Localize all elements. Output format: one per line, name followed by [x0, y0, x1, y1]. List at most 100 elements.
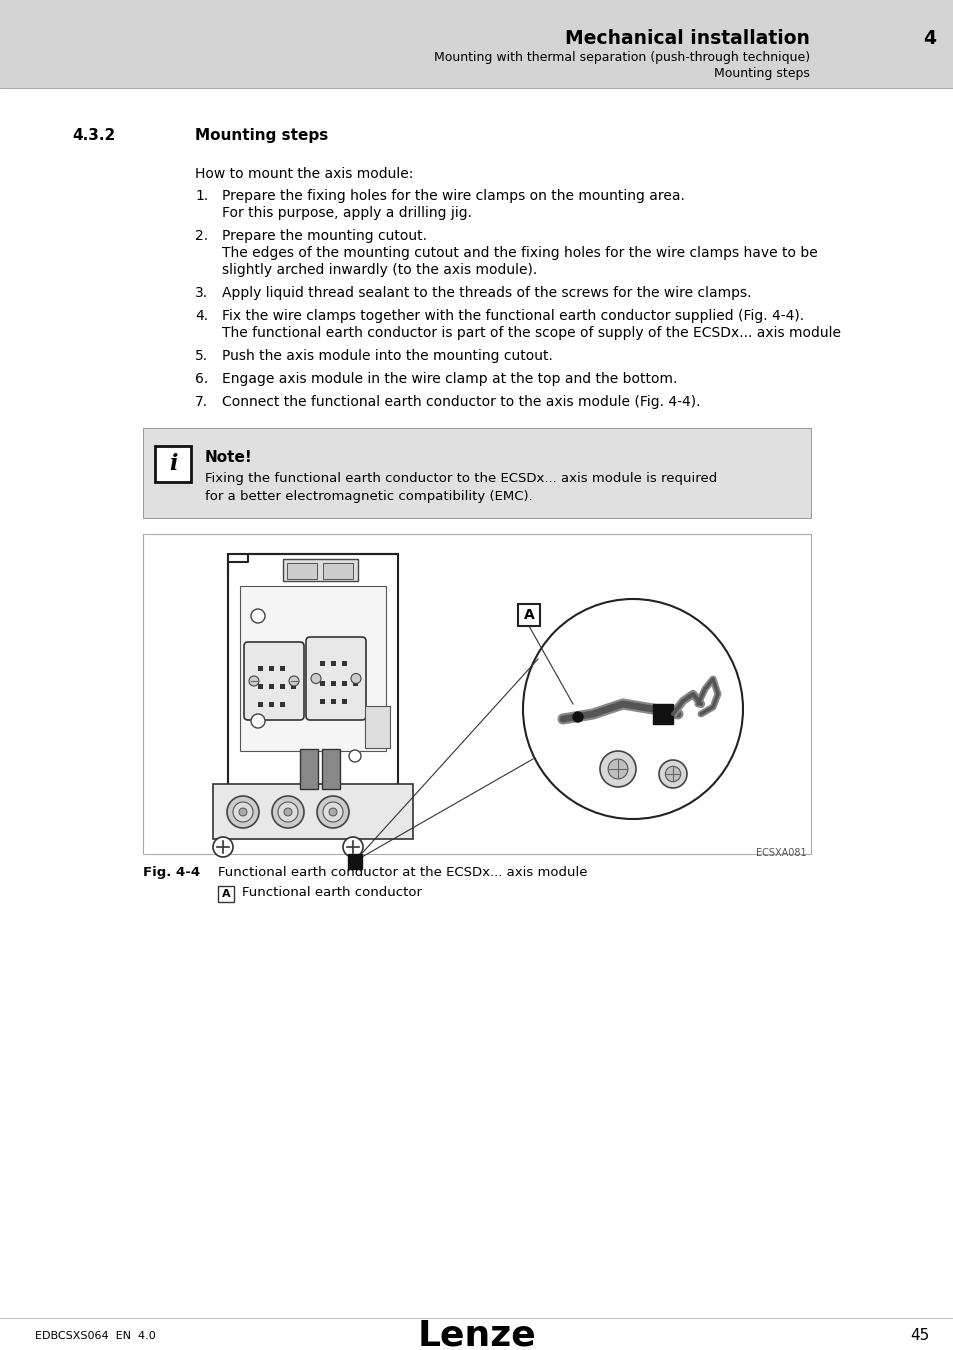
Text: Functional earth conductor at the ECSDx... axis module: Functional earth conductor at the ECSDx.…	[218, 865, 587, 879]
Circle shape	[251, 609, 265, 622]
Bar	[143, 428, 810, 518]
Bar	[331, 680, 335, 686]
Bar	[269, 684, 274, 688]
Text: 45: 45	[909, 1328, 928, 1343]
Bar	[319, 680, 325, 686]
Bar	[365, 706, 390, 748]
Text: i: i	[169, 454, 177, 475]
Text: Mounting steps: Mounting steps	[714, 68, 809, 81]
Circle shape	[249, 676, 258, 686]
Circle shape	[277, 802, 297, 822]
Bar	[341, 662, 347, 666]
Circle shape	[573, 711, 582, 722]
Circle shape	[251, 714, 265, 728]
Bar	[269, 666, 274, 671]
Bar	[322, 749, 339, 788]
Text: Engage axis module in the wire clamp at the top and the bottom.: Engage axis module in the wire clamp at …	[222, 373, 677, 386]
Bar	[652, 703, 672, 724]
Circle shape	[599, 751, 636, 787]
Text: For this purpose, apply a drilling jig.: For this purpose, apply a drilling jig.	[222, 207, 472, 220]
Bar	[257, 684, 263, 688]
Text: 6.: 6.	[194, 373, 208, 386]
Text: Apply liquid thread sealant to the threads of the screws for the wire clamps.: Apply liquid thread sealant to the threa…	[222, 286, 751, 300]
Bar	[280, 666, 285, 671]
Circle shape	[323, 802, 343, 822]
Circle shape	[239, 809, 247, 815]
Text: A: A	[523, 608, 534, 622]
Bar	[341, 680, 347, 686]
Text: Prepare the mounting cutout.: Prepare the mounting cutout.	[222, 230, 427, 243]
Text: 4.3.2: 4.3.2	[71, 128, 115, 143]
FancyBboxPatch shape	[306, 637, 366, 720]
Circle shape	[607, 759, 627, 779]
Bar	[331, 662, 335, 666]
Text: Prepare the fixing holes for the wire clamps on the mounting area.: Prepare the fixing holes for the wire cl…	[222, 189, 684, 202]
Text: for a better electromagnetic compatibility (EMC).: for a better electromagnetic compatibili…	[205, 490, 532, 504]
Text: Fig. 4-4: Fig. 4-4	[143, 865, 200, 879]
Bar	[269, 702, 274, 707]
Text: EDBCSXS064  EN  4.0: EDBCSXS064 EN 4.0	[35, 1331, 155, 1341]
Text: Push the axis module into the mounting cutout.: Push the axis module into the mounting c…	[222, 350, 553, 363]
Bar	[291, 684, 295, 688]
Circle shape	[343, 837, 363, 857]
Text: Functional earth conductor: Functional earth conductor	[242, 886, 421, 899]
Bar	[348, 855, 361, 869]
Text: 1.: 1.	[194, 189, 208, 202]
Bar	[213, 784, 413, 838]
Circle shape	[351, 674, 360, 683]
Bar	[257, 666, 263, 671]
Text: slightly arched inwardly (to the axis module).: slightly arched inwardly (to the axis mo…	[222, 263, 537, 277]
Text: The functional earth conductor is part of the scope of supply of the ECSDx... ax: The functional earth conductor is part o…	[222, 325, 841, 340]
Bar	[280, 684, 285, 688]
Circle shape	[522, 599, 742, 819]
FancyBboxPatch shape	[244, 643, 304, 720]
Circle shape	[227, 796, 258, 828]
Bar	[280, 702, 285, 707]
Bar	[228, 554, 397, 822]
Text: 4.: 4.	[194, 309, 208, 323]
Text: Fix the wire clamps together with the functional earth conductor supplied (Fig. : Fix the wire clamps together with the fu…	[222, 309, 803, 323]
Bar	[154, 446, 191, 482]
Bar	[319, 699, 325, 703]
Circle shape	[233, 802, 253, 822]
Circle shape	[213, 837, 233, 857]
Text: 5.: 5.	[194, 350, 208, 363]
Bar	[287, 563, 316, 579]
Text: The edges of the mounting cutout and the fixing holes for the wire clamps have t: The edges of the mounting cutout and the…	[222, 246, 817, 261]
Circle shape	[272, 796, 304, 828]
Circle shape	[316, 796, 349, 828]
Circle shape	[329, 809, 336, 815]
Text: How to mount the axis module:: How to mount the axis module:	[194, 167, 413, 181]
Text: A: A	[221, 890, 230, 899]
Bar	[218, 886, 233, 902]
Text: Mounting steps: Mounting steps	[194, 128, 328, 143]
Text: Connect the functional earth conductor to the axis module (Fig. 4-4).: Connect the functional earth conductor t…	[222, 396, 700, 409]
Bar	[331, 699, 335, 703]
Circle shape	[349, 751, 360, 761]
Bar	[240, 586, 386, 751]
Text: ECSXA081: ECSXA081	[756, 848, 806, 859]
Circle shape	[289, 676, 298, 686]
Bar	[319, 662, 325, 666]
Bar	[257, 702, 263, 707]
Text: 2.: 2.	[194, 230, 208, 243]
Text: Mounting with thermal separation (push-through technique): Mounting with thermal separation (push-t…	[434, 51, 809, 65]
Bar	[353, 680, 357, 686]
Text: Note!: Note!	[205, 450, 253, 464]
Bar	[143, 535, 810, 855]
Circle shape	[350, 856, 359, 865]
Circle shape	[664, 767, 680, 782]
Text: 7.: 7.	[194, 396, 208, 409]
Bar	[283, 559, 357, 580]
Text: Lenze: Lenze	[417, 1319, 536, 1350]
Bar	[299, 749, 317, 788]
Bar	[323, 563, 353, 579]
Circle shape	[284, 809, 292, 815]
Text: 4: 4	[923, 28, 936, 47]
Text: 3.: 3.	[194, 286, 208, 300]
Circle shape	[311, 674, 320, 683]
Bar	[341, 699, 347, 703]
Bar	[517, 603, 539, 626]
Text: Fixing the functional earth conductor to the ECSDx... axis module is required: Fixing the functional earth conductor to…	[205, 472, 717, 485]
Text: Mechanical installation: Mechanical installation	[564, 28, 809, 47]
